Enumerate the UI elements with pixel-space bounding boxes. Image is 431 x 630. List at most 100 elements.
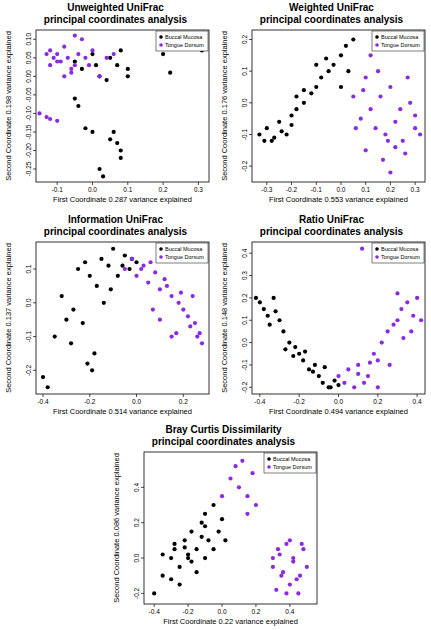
legend: Buccal MucosaTongue Dorsum — [156, 31, 208, 51]
point — [90, 48, 94, 52]
point — [161, 574, 165, 578]
point — [188, 324, 192, 328]
y-tick-label: 0.0 — [25, 298, 32, 307]
legend-label: Tongue Dorsum — [273, 464, 312, 470]
legend: Buccal MucosaTongue Dorsum — [372, 243, 424, 263]
point — [294, 107, 298, 111]
y-tick — [249, 71, 252, 72]
point — [413, 113, 417, 117]
y-tick — [141, 593, 144, 594]
point — [76, 267, 80, 271]
y-tick — [249, 342, 252, 343]
y-tick-label: 0.10 — [25, 33, 32, 46]
x-tick — [222, 604, 223, 607]
point — [393, 120, 397, 124]
point — [119, 148, 123, 152]
x-tick — [266, 182, 267, 185]
x-tick-label: -0.3 — [261, 186, 273, 193]
point — [411, 314, 415, 318]
y-axis-label: Second Coordinate 0.086 variance explain… — [112, 453, 121, 603]
point — [223, 538, 227, 542]
point — [194, 547, 198, 551]
point — [189, 559, 193, 563]
point — [90, 368, 94, 372]
point — [169, 577, 173, 581]
subtitle: principal coordinates analysis — [152, 436, 296, 447]
point — [41, 375, 45, 379]
figure: Unweighted UniFracprincipal coordinates … — [0, 0, 431, 630]
y-tick — [33, 302, 36, 303]
y-tick-label: 0.0 — [241, 338, 248, 347]
y-tick — [33, 336, 36, 337]
y-tick-label: -0.2 — [241, 381, 248, 393]
point — [293, 345, 297, 349]
point — [369, 107, 373, 111]
point — [148, 260, 152, 264]
y-axis-label: Second Coordinate 0.148 variance explain… — [220, 243, 229, 393]
y-tick — [249, 253, 252, 254]
y-tick — [33, 370, 36, 371]
subtitle: principal coordinates analysis — [260, 14, 404, 25]
y-tick — [33, 269, 36, 270]
point — [37, 111, 41, 115]
y-tick — [33, 39, 36, 40]
point — [80, 37, 84, 41]
point — [266, 314, 270, 318]
point — [66, 56, 70, 60]
point — [254, 503, 258, 507]
point — [352, 385, 356, 389]
point — [115, 141, 119, 145]
point — [284, 591, 288, 595]
point — [73, 63, 77, 67]
point — [257, 132, 261, 136]
x-tick — [154, 604, 155, 607]
point — [254, 296, 258, 300]
x-tick-label: 0.2 — [159, 186, 168, 193]
x-tick-label: -0.1 — [311, 186, 323, 193]
point — [364, 148, 368, 152]
y-tick-label: 0.1 — [241, 66, 248, 75]
legend-label: Tongue Dorsum — [165, 42, 204, 48]
y-tick-label: -0.10 — [25, 106, 32, 121]
y-tick-label: 0.2 — [241, 293, 248, 302]
x-tick-label: 0.4 — [413, 398, 422, 405]
point — [321, 381, 325, 385]
point — [395, 318, 399, 322]
point — [112, 130, 116, 134]
point — [332, 378, 336, 382]
point — [281, 329, 285, 333]
legend-box — [372, 31, 424, 51]
point — [373, 126, 377, 130]
point — [278, 552, 282, 556]
legend-marker — [159, 35, 163, 39]
point — [169, 294, 173, 298]
point — [69, 71, 73, 75]
plot-frame — [36, 30, 209, 182]
point — [294, 94, 298, 98]
x-axis-label: First Coordinate 0.553 variance explaine… — [269, 195, 408, 204]
legend: Buccal MucosaTongue Dorsum — [372, 31, 424, 51]
legend-label: Buccal Mucosa — [381, 34, 419, 40]
point — [165, 284, 169, 288]
point — [359, 117, 363, 121]
x-tick-label: -0.4 — [37, 398, 49, 405]
subtitle: principal coordinates analysis — [44, 14, 188, 25]
point — [55, 52, 59, 56]
x-tick-label: -0.2 — [182, 608, 194, 615]
points — [254, 247, 423, 390]
panel: Bray Curtis Dissimilarityprincipal coord… — [112, 424, 317, 626]
point — [108, 137, 112, 141]
point — [233, 464, 237, 468]
y-tick — [141, 558, 144, 559]
point — [250, 471, 254, 475]
point — [183, 545, 187, 549]
point — [134, 260, 138, 264]
point — [203, 556, 207, 560]
point — [130, 257, 134, 261]
title: Weighted UniFrac — [289, 2, 374, 13]
legend: Buccal MucosaTongue Dorsum — [156, 243, 208, 263]
point — [62, 74, 66, 78]
point — [73, 33, 77, 37]
point — [271, 565, 275, 569]
legend-label: Buccal Mucosa — [165, 246, 203, 252]
